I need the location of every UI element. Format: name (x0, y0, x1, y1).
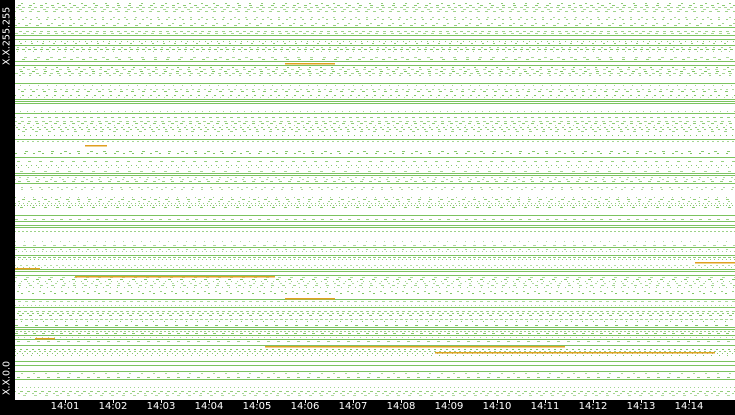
x-tick (641, 400, 642, 403)
x-tick (113, 400, 114, 403)
x-tick-label: 14:12 (578, 401, 608, 412)
traffic-line (15, 27, 735, 28)
x-tick-label: 14:05 (242, 401, 272, 412)
traffic-line (15, 113, 735, 114)
traffic-line (15, 361, 735, 362)
x-tick-label: 14:03 (146, 401, 176, 412)
traffic-line (15, 271, 735, 272)
traffic-line (15, 379, 735, 380)
traffic-line (15, 173, 735, 174)
traffic-line (15, 247, 735, 248)
x-tick-label: 14:08 (386, 401, 416, 412)
traffic-line (15, 183, 735, 184)
alert-segment (75, 276, 275, 278)
traffic-line (15, 61, 735, 62)
traffic-line (15, 255, 735, 256)
traffic-line (15, 101, 735, 102)
x-tick-label: 14:02 (98, 401, 128, 412)
traffic-line (15, 157, 735, 158)
alert-segment (85, 145, 107, 147)
traffic-line (15, 45, 735, 46)
traffic-line (15, 103, 735, 104)
x-axis (0, 400, 735, 415)
traffic-line (15, 329, 735, 330)
x-tick (65, 400, 66, 403)
x-tick-label: 14:11 (530, 401, 560, 412)
traffic-line (15, 35, 735, 36)
traffic-line (15, 345, 735, 346)
traffic-line (15, 99, 735, 100)
alert-segment (695, 262, 735, 264)
traffic-line (15, 215, 735, 216)
x-tick-label: 14:06 (290, 401, 320, 412)
alert-segment (265, 346, 565, 348)
y-label-bottom: X.X.0.0 (1, 360, 13, 396)
plot-area (15, 3, 735, 396)
x-tick (401, 400, 402, 403)
x-tick-label: 14:13 (626, 401, 656, 412)
traffic-line (15, 39, 735, 40)
x-tick (545, 400, 546, 403)
traffic-line (15, 275, 735, 276)
y-label-top: X.X.255.255 (1, 6, 13, 66)
traffic-line (15, 335, 735, 336)
x-tick (449, 400, 450, 403)
alert-segment (35, 338, 55, 340)
x-tick (209, 400, 210, 403)
x-tick (497, 400, 498, 403)
x-tick-label: 14:14 (674, 401, 704, 412)
traffic-line (15, 299, 735, 300)
traffic-line (15, 221, 735, 222)
traffic-line (15, 327, 735, 328)
x-tick-label: 14:09 (434, 401, 464, 412)
traffic-line (15, 307, 735, 308)
x-tick (353, 400, 354, 403)
traffic-line (15, 175, 735, 176)
alert-segment (15, 268, 40, 270)
traffic-line (15, 269, 735, 270)
x-tick (689, 400, 690, 403)
x-tick (593, 400, 594, 403)
traffic-marks (15, 3, 735, 396)
traffic-line (15, 371, 735, 372)
x-tick (305, 400, 306, 403)
traffic-line (15, 225, 735, 226)
alert-segment (285, 63, 335, 65)
traffic-line (15, 365, 735, 366)
traffic-line (15, 139, 735, 140)
traffic-line (15, 227, 735, 228)
traffic-line (15, 339, 735, 340)
alert-segment (285, 298, 335, 300)
x-tick (257, 400, 258, 403)
x-tick (161, 400, 162, 403)
x-tick-label: 14:04 (194, 401, 224, 412)
traffic-line (15, 65, 735, 66)
x-tick-label: 14:01 (50, 401, 80, 412)
traffic-line (15, 83, 735, 84)
y-axis: X.X.255.255 X.X.0.0 (0, 0, 15, 415)
x-tick-label: 14:07 (338, 401, 368, 412)
x-tick-label: 14:10 (482, 401, 512, 412)
alert-segment (435, 352, 715, 354)
